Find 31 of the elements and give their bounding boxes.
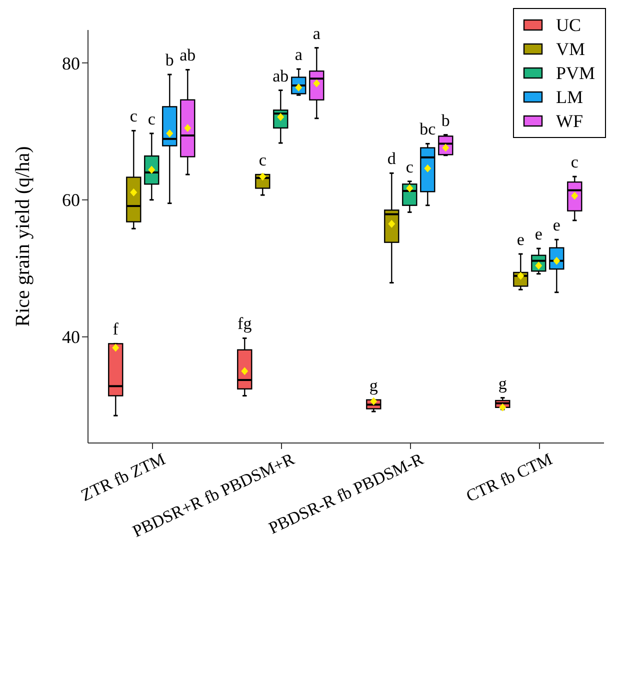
text: fg xyxy=(238,314,252,334)
text: c xyxy=(258,150,266,170)
text: a xyxy=(294,45,302,64)
text: bc xyxy=(420,120,436,139)
text: e xyxy=(534,224,542,244)
legend-label: LM xyxy=(556,86,583,108)
x-tick-label: CTR fb CTM xyxy=(463,449,556,506)
text: e xyxy=(516,230,524,249)
text: b xyxy=(165,50,174,70)
text: e xyxy=(552,216,560,235)
text: g xyxy=(369,376,378,395)
text: c xyxy=(570,152,578,172)
y-tick-label: 40 xyxy=(62,327,80,348)
legend-label: UC xyxy=(556,14,581,36)
text: d xyxy=(387,149,396,168)
x-tick-label: ZTR fb ZTM xyxy=(78,449,168,505)
text: c xyxy=(130,106,138,126)
text: ab xyxy=(180,46,196,65)
text: ab xyxy=(272,66,289,86)
y-tick-label: 60 xyxy=(62,190,80,210)
text: c xyxy=(148,109,156,128)
text: g xyxy=(498,374,507,393)
text: b xyxy=(441,110,450,130)
text: c xyxy=(406,157,414,176)
legend-label: WF xyxy=(556,110,583,132)
text: f xyxy=(112,320,118,339)
legend-label: PVM xyxy=(556,62,595,84)
legend-label: VM xyxy=(556,38,585,60)
y-tick-label: 80 xyxy=(62,53,80,74)
y-axis-title: Rice grain yield (q/ha) xyxy=(12,146,34,327)
text: a xyxy=(312,24,320,43)
